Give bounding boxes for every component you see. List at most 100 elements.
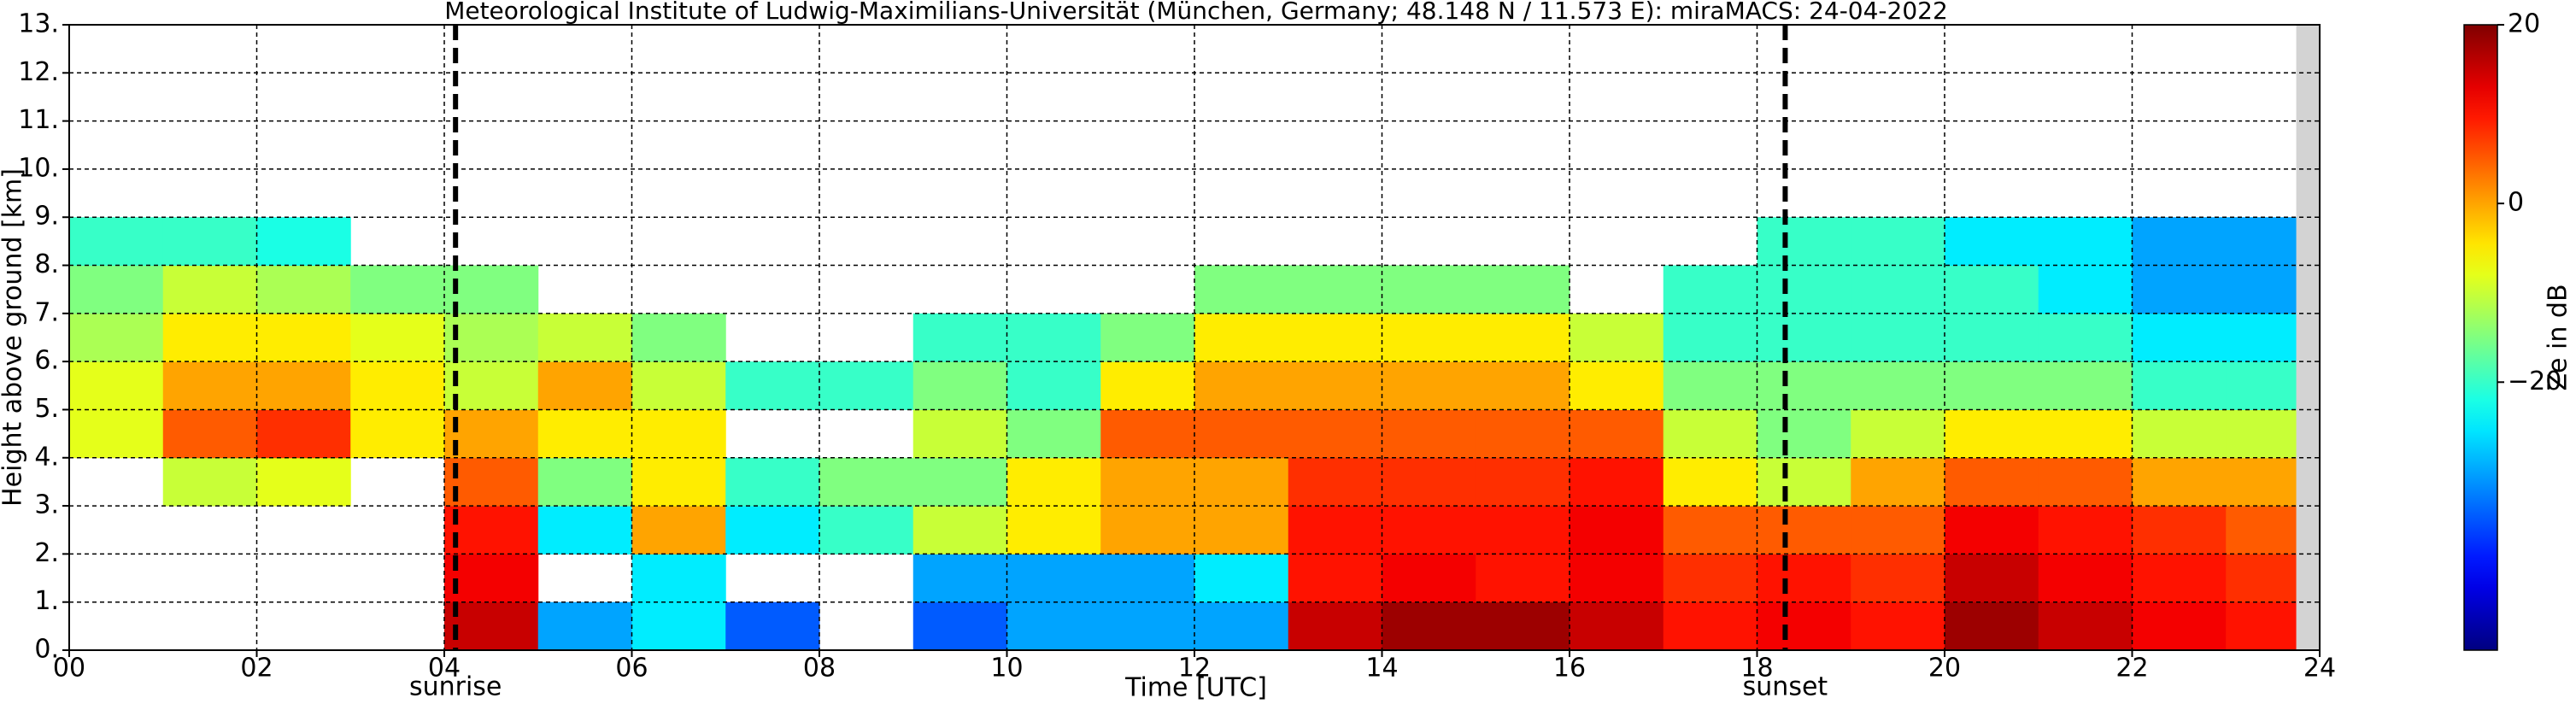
heatmap-cell (1194, 265, 1289, 314)
heatmap-cell (631, 313, 726, 362)
y-tick-label: 13. (18, 9, 59, 39)
heatmap-cell (1006, 409, 1101, 459)
heatmap-cell (444, 265, 539, 314)
heatmap-cell (2038, 506, 2133, 554)
heatmap-cell (1288, 457, 1382, 507)
heatmap-cell (1570, 409, 1664, 459)
heatmap-cell (1382, 457, 1476, 507)
y-tick-label: 5. (34, 394, 59, 424)
heatmap-cell (2038, 217, 2133, 267)
heatmap-cell (912, 554, 1007, 603)
heatmap-cell (256, 217, 351, 267)
heatmap-cell (1006, 554, 1101, 603)
heatmap-cell (2038, 409, 2133, 459)
heatmap-cell (1945, 361, 2039, 410)
heatmap-cell (725, 601, 820, 651)
heatmap-cell (1382, 313, 1476, 362)
y-tick-label: 10. (18, 153, 59, 183)
heatmap-cell (1945, 265, 2039, 314)
heatmap-cell (1570, 457, 1664, 507)
x-tick-label: 10 (990, 654, 1023, 683)
heatmap-cell (537, 601, 632, 651)
heatmap-cell (1851, 409, 1945, 459)
x-tick-label: 22 (2115, 654, 2148, 683)
heatmap-cell (1757, 506, 1851, 554)
heatmap-cell (631, 361, 726, 410)
heatmap-cell (1757, 265, 1851, 314)
heatmap-cell (725, 361, 820, 410)
heatmap-cell (537, 457, 632, 507)
x-tick-label: 00 (53, 654, 85, 683)
heatmap-cell (162, 217, 257, 267)
heatmap-cell (2132, 217, 2227, 267)
heatmap-cell (1851, 457, 1945, 507)
heatmap-cell (2132, 601, 2227, 651)
colorbar (2463, 24, 2498, 651)
heatmap-cell (69, 217, 164, 267)
annotation-label: sunset (1743, 672, 1828, 702)
heatmap-cell (1194, 554, 1289, 603)
heatmap-cell (912, 457, 1007, 507)
heatmap-cell (1851, 313, 1945, 362)
x-axis-label: Time [UTC] (1124, 673, 1267, 703)
heatmap-cell (1851, 506, 1945, 554)
heatmap-cell (1476, 361, 1570, 410)
heatmap-cell (1288, 265, 1382, 314)
y-tick-label: 11. (18, 105, 59, 135)
heatmap-cell (2038, 361, 2133, 410)
heatmap-cell (725, 457, 820, 507)
x-tick-label: 16 (1553, 654, 1586, 683)
heatmap-cell (912, 313, 1007, 362)
heatmap-cell (1757, 361, 1851, 410)
heatmap-cell (162, 457, 257, 507)
heatmap-cell (2132, 313, 2227, 362)
heatmap-cell (1288, 313, 1382, 362)
heatmap-cell (1945, 313, 2039, 362)
heatmap-cell (1006, 506, 1101, 554)
heatmap-cell (444, 457, 539, 507)
heatmap-cell (2132, 506, 2227, 554)
heatmap-cell (1476, 313, 1570, 362)
heatmap-cell (256, 361, 351, 410)
heatmap-cell (1100, 361, 1195, 410)
heatmap-cell (819, 506, 914, 554)
chart-title: Meteorological Institute of Ludwig-Maxim… (444, 0, 1948, 25)
heatmap-cell (1945, 217, 2039, 267)
colorbar-label: Ze in dB (2544, 284, 2573, 390)
heatmap-cell (444, 506, 539, 554)
heatmap-cell (1945, 554, 2039, 603)
heatmap-cell (1663, 313, 1757, 362)
heatmap-cell (162, 265, 257, 314)
heatmap-cell (1288, 601, 1382, 651)
heatmap (69, 217, 2321, 651)
heatmap-cell (1851, 361, 1945, 410)
heatmap-cell (2038, 313, 2133, 362)
heatmap-cell (2132, 457, 2227, 507)
heatmap-cell (1100, 409, 1195, 459)
heatmap-cell (2038, 265, 2133, 314)
heatmap-cell (631, 601, 726, 651)
y-tick-label: 4. (34, 442, 59, 472)
heatmap-cell (631, 457, 726, 507)
y-tick-label: 3. (34, 490, 59, 520)
x-tick-label: 24 (2303, 654, 2336, 683)
heatmap-cell (1851, 265, 1945, 314)
heatmap-cell (162, 313, 257, 362)
y-tick-label: 9. (34, 202, 59, 232)
heatmap-cell (912, 601, 1007, 651)
heatmap-cell (1945, 601, 2039, 651)
heatmap-cell (912, 506, 1007, 554)
heatmap-cell (1476, 409, 1570, 459)
plot-frame (68, 24, 2321, 651)
heatmap-cell (631, 506, 726, 554)
heatmap-cell (912, 409, 1007, 459)
heatmap-cell (2132, 554, 2227, 603)
heatmap-cell (537, 313, 632, 362)
heatmap-cell (1194, 457, 1289, 507)
heatmap-cell (1476, 265, 1570, 314)
heatmap-cell (1100, 601, 1195, 651)
annotation-label: sunrise (409, 672, 502, 702)
heatmap-cell (1006, 457, 1101, 507)
y-tick-label: 0. (34, 635, 59, 665)
